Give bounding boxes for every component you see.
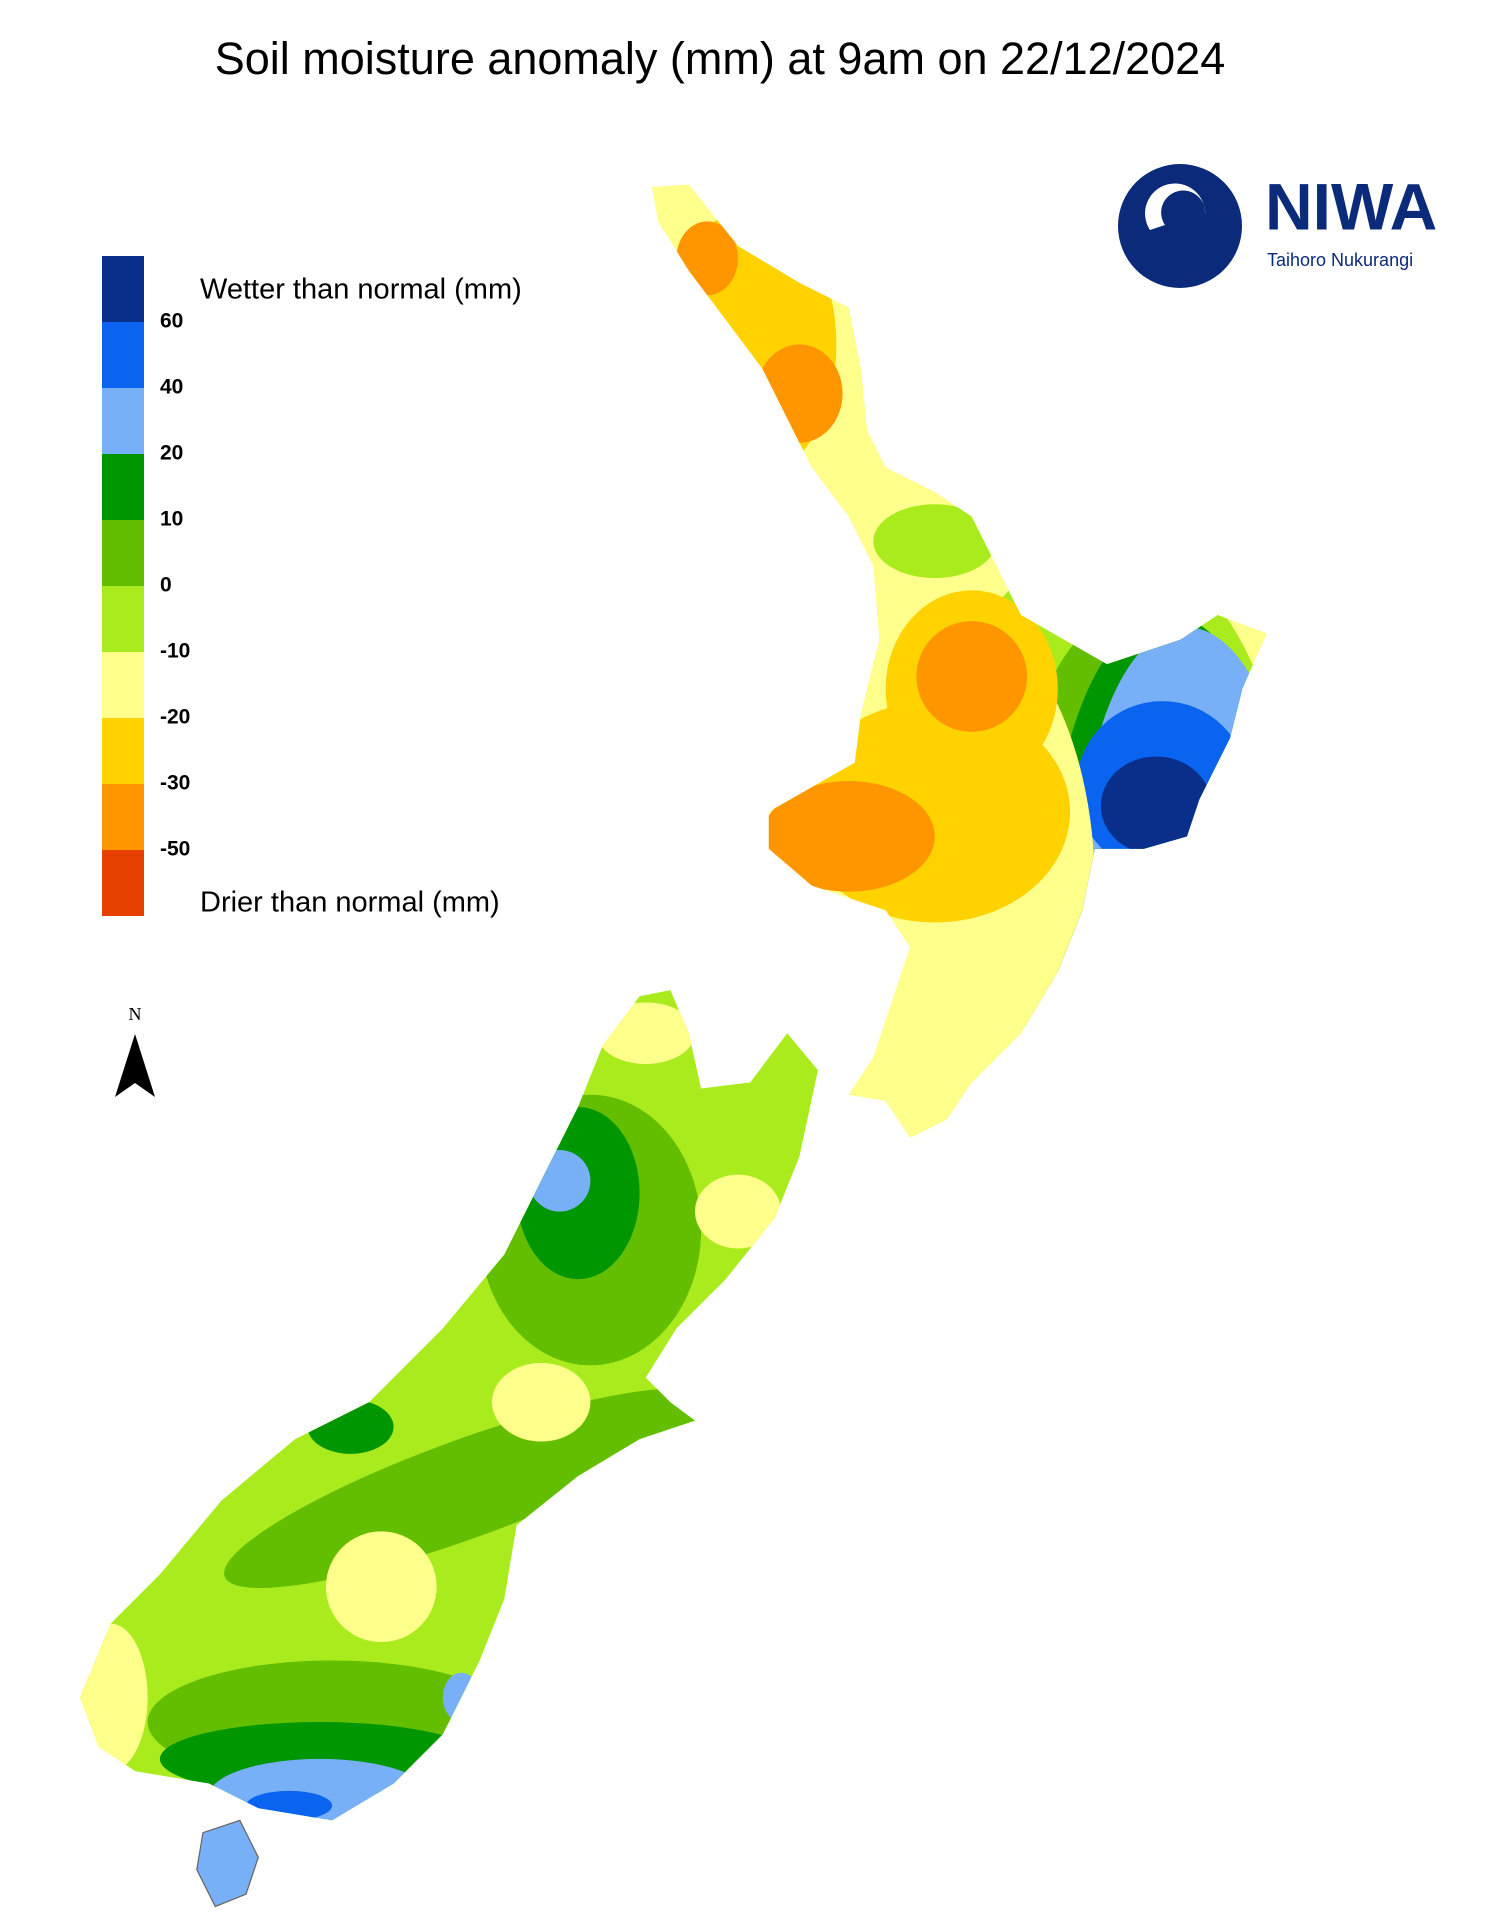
legend-tick-label: 60: [160, 310, 183, 333]
region: [492, 1362, 591, 1442]
legend-tick-label: -10: [160, 640, 190, 663]
legend-tick-label: -50: [160, 838, 190, 861]
legend: 60 40 20 10 0 -10 -20 -30 -50: [102, 256, 190, 916]
legend-bottom-label: Drier than normal (mm): [200, 887, 500, 919]
south-island: [79, 990, 818, 1821]
legend-swatch: [102, 652, 144, 718]
title: Soil moisture anomaly (mm) at 9am on 22/…: [215, 33, 1225, 84]
region: [762, 781, 935, 892]
region: [596, 1002, 695, 1064]
legend-tick-label: 40: [160, 376, 183, 399]
logo-mark: [1118, 164, 1242, 288]
region: [694, 1174, 782, 1249]
north-arrow: [115, 1034, 155, 1097]
legend-tick-label: 0: [160, 574, 172, 597]
legend-swatch: [102, 388, 144, 454]
logo-swirl: [1145, 183, 1206, 230]
legend-swatch: [102, 454, 144, 520]
region: [1100, 756, 1212, 855]
map: [79, 184, 1267, 1908]
region: [756, 344, 843, 443]
region: [916, 621, 1028, 732]
region: [676, 221, 738, 296]
region: [528, 1150, 591, 1212]
legend-tick-label: -30: [160, 772, 190, 795]
legend-top-label: Wetter than normal (mm): [200, 274, 522, 306]
logo: NIWA Taihoro Nukurangi: [1118, 164, 1437, 288]
legend-swatch: [102, 520, 144, 586]
legend-tick-label: -20: [160, 706, 190, 729]
legend-tick-label: 20: [160, 442, 183, 465]
legend-swatch: [102, 784, 144, 850]
region: [442, 1672, 480, 1722]
region: [246, 1790, 333, 1821]
region: [325, 1531, 437, 1643]
region: [1082, 627, 1267, 1095]
legend-swatch: [102, 256, 144, 322]
region: [79, 1623, 148, 1772]
logo-name: NIWA: [1265, 169, 1437, 243]
logo-subtitle: Taihoro Nukurangi: [1267, 250, 1413, 270]
legend-swatch: [102, 850, 144, 916]
north-island: [651, 184, 1267, 1138]
legend-swatch: [102, 718, 144, 784]
legend-swatch: [102, 586, 144, 652]
north-label: N: [129, 1004, 142, 1024]
region: [224, 1388, 711, 1589]
legend-tick-label: 10: [160, 508, 183, 531]
region: [873, 504, 997, 579]
stewart-island: [196, 1819, 259, 1908]
region: [307, 1399, 394, 1454]
legend-swatch: [102, 322, 144, 388]
